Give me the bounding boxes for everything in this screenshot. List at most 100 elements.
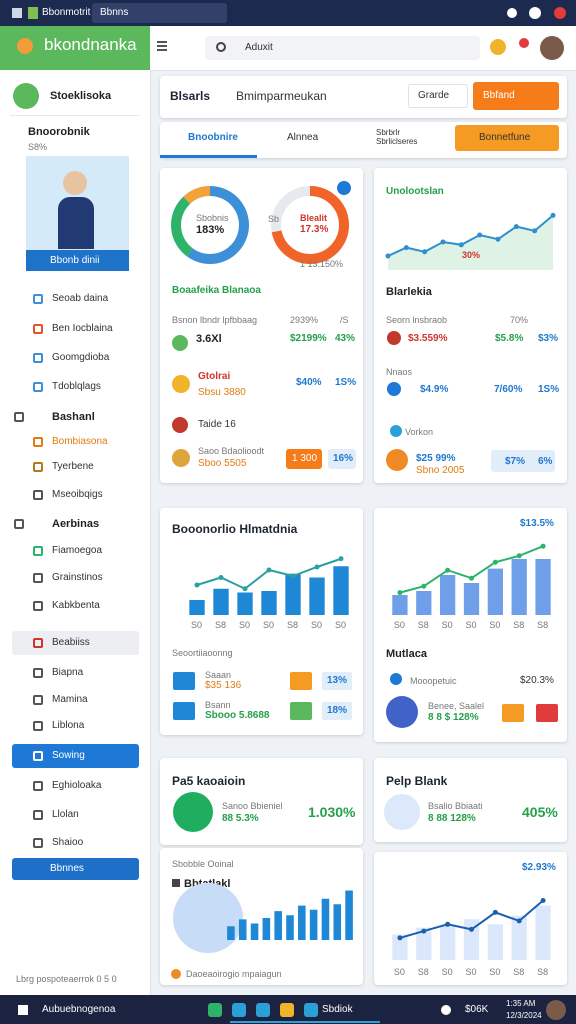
nav-item[interactable]: Fiamoegoa xyxy=(52,545,103,556)
donut-value: 17.3% xyxy=(300,224,329,235)
line-point xyxy=(532,228,538,234)
row-label: Bsann xyxy=(205,700,231,710)
primary-button[interactable] xyxy=(473,82,559,110)
line-point xyxy=(492,909,498,915)
taskbar-app[interactable] xyxy=(304,1003,318,1017)
primary-button-label[interactable]: Bbfand xyxy=(483,90,515,101)
row-value: 2939% xyxy=(290,315,319,325)
nav-item[interactable]: Bombiasona xyxy=(52,436,108,447)
nav-item[interactable]: Goomgdioba xyxy=(52,352,110,363)
clock-date: 12/3/2024 xyxy=(506,1011,542,1020)
tab-item[interactable]: Sbrbrlr Sbrliclseres xyxy=(376,128,418,146)
taskbar-app[interactable] xyxy=(208,1003,222,1017)
taskbar-app-label[interactable]: Sbdiok xyxy=(322,1004,353,1015)
badge-icon xyxy=(337,181,351,195)
x-tick-label: S8 xyxy=(215,620,227,630)
row-badge xyxy=(491,450,555,472)
taskbar-app[interactable] xyxy=(280,1003,294,1017)
start-button[interactable] xyxy=(18,1005,28,1015)
row-icon xyxy=(390,673,402,685)
search-box[interactable] xyxy=(205,36,480,60)
row-label: Nnaos xyxy=(386,367,413,377)
card xyxy=(374,852,567,985)
nav-item[interactable]: Kabkbenta xyxy=(52,600,100,611)
nav-item[interactable]: Tdoblqlags xyxy=(52,381,101,392)
row-badge-label: 16% xyxy=(333,453,354,464)
nav-item[interactable]: Seoab daina xyxy=(52,293,109,304)
bar xyxy=(440,575,456,615)
nav-item[interactable]: Liblona xyxy=(52,720,85,731)
row-button-label[interactable]: 1 300 xyxy=(292,453,318,464)
select[interactable] xyxy=(408,84,468,108)
nav-item[interactable]: Mamina xyxy=(52,694,88,705)
row-icon xyxy=(172,417,188,433)
line-point xyxy=(421,928,427,934)
tab-label[interactable]: Bbnns xyxy=(100,7,129,18)
row-label: Mooopetuic xyxy=(410,676,457,686)
menu-icon xyxy=(157,49,167,51)
x-tick-label: S0 xyxy=(393,620,405,630)
bar xyxy=(392,934,408,960)
nav-item[interactable]: Bashanl xyxy=(52,411,95,423)
sidebar-button-label[interactable]: Bbnnes xyxy=(50,863,84,874)
sidebar-button[interactable] xyxy=(12,858,139,880)
row-badge-label: $7% xyxy=(505,456,526,467)
nav-item[interactable]: Grainstinos xyxy=(52,572,103,583)
x-tick-label: S8 xyxy=(287,620,299,630)
search-icon xyxy=(216,42,226,52)
select-label[interactable]: Grarde xyxy=(418,90,450,101)
tab-button[interactable] xyxy=(455,125,559,151)
profile-button[interactable] xyxy=(26,250,129,271)
nav-item[interactable]: Tyerbene xyxy=(52,461,94,472)
row-button[interactable] xyxy=(286,449,322,469)
tab-item[interactable]: Alnnea xyxy=(287,132,319,143)
bar xyxy=(392,595,408,615)
nav-icon xyxy=(33,462,43,472)
donut-segment xyxy=(183,186,211,205)
search-text[interactable]: Aduxit xyxy=(245,42,273,53)
nav-item[interactable]: Llolan xyxy=(52,809,79,820)
row-value: $4.9% xyxy=(420,384,449,395)
tab[interactable] xyxy=(92,3,227,23)
profile-button-label[interactable]: Bbonb dinii xyxy=(50,255,100,266)
line-point xyxy=(218,575,224,580)
chart xyxy=(189,556,349,615)
line-point xyxy=(403,245,409,251)
nav-icon xyxy=(33,294,43,304)
row-badge[interactable] xyxy=(502,704,524,722)
nav-item[interactable]: Ben Iocblaina xyxy=(52,323,113,334)
taskbar-app[interactable] xyxy=(232,1003,246,1017)
line-point xyxy=(516,918,522,924)
bar xyxy=(440,926,456,960)
bar xyxy=(333,904,342,940)
nav-item[interactable]: Shaioo xyxy=(52,837,84,848)
nav-item[interactable]: Beabiiss xyxy=(52,637,90,648)
row-value: $20.3% xyxy=(520,675,554,686)
nav-item[interactable]: Mseoibqigs xyxy=(52,489,103,500)
nav-item[interactable]: Sowing xyxy=(52,750,85,761)
app-name: Bbonmotrit xyxy=(42,7,91,18)
icon xyxy=(554,7,566,19)
clock-time: 1:35 AM xyxy=(506,999,536,1008)
tab-item[interactable]: Bnoobnire xyxy=(188,132,238,143)
line-point xyxy=(540,898,546,903)
tab-button-label[interactable]: Bonnetfune xyxy=(479,132,531,143)
row-badge[interactable] xyxy=(536,704,558,722)
row-value: 1S% xyxy=(335,377,357,388)
nav-item[interactable]: Aerbinas xyxy=(52,518,100,530)
stat-sub: 88 5.3% xyxy=(222,813,259,824)
stat-icon xyxy=(173,792,213,832)
nav-item[interactable]: Eghioloaka xyxy=(52,780,102,791)
x-tick-label: S8 xyxy=(513,620,525,630)
stat-circle xyxy=(173,883,243,953)
donut-segment xyxy=(271,186,311,233)
nav-icon xyxy=(33,638,43,648)
nav-item[interactable]: Biapna xyxy=(52,667,84,678)
weather: $06K xyxy=(465,1004,489,1015)
start-label[interactable]: Aubuebnogenoa xyxy=(42,1004,116,1015)
taskbar-app[interactable] xyxy=(256,1003,270,1017)
donut-label: Blealit xyxy=(300,213,328,223)
row-sub: Sbooo 5.8688 xyxy=(205,710,270,721)
bar xyxy=(213,588,229,615)
